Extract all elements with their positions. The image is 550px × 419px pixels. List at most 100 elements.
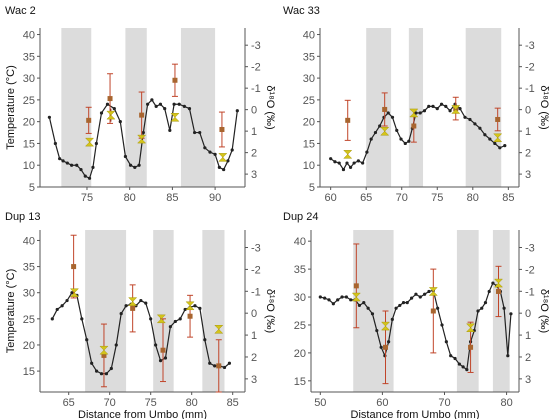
temperature-point: [163, 356, 168, 360]
temperature-point: [345, 161, 349, 165]
y-tick-label: 40: [294, 236, 306, 248]
temperature-point: [90, 361, 94, 365]
temperature-point: [187, 106, 192, 111]
temperature-point: [154, 343, 158, 347]
temperature-point: [61, 159, 65, 163]
temperature-point: [331, 302, 335, 306]
temperature-point: [150, 98, 154, 102]
y2-tick-label: 3: [525, 374, 531, 386]
temperature-point: [168, 128, 172, 132]
clumped-point: [107, 96, 113, 102]
y-tick-label: 35: [294, 264, 306, 276]
oxygen-point: [99, 345, 109, 355]
clumped-point: [495, 116, 501, 122]
temperature-point: [83, 174, 87, 178]
temperature-point: [213, 152, 217, 156]
temperature-point: [123, 154, 128, 159]
y-tick-label: 10: [303, 160, 315, 172]
shaded-band: [492, 230, 510, 392]
temperature-point: [370, 312, 375, 316]
panel-1: 5 10 15 20 25 30 35 40 -3 -2 -1 0 1 2 3 60 65 70 75 80 85 Wac…: [283, 5, 550, 204]
temperature-point: [139, 298, 143, 303]
y2-tick-label: -1: [251, 83, 261, 95]
temperature-point: [357, 303, 362, 308]
temperature-point: [390, 115, 395, 119]
temperature-point: [137, 163, 141, 167]
oxygen-point: [69, 288, 80, 297]
y2-tick-label: -3: [251, 243, 261, 255]
temperature-point: [226, 159, 230, 163]
temperature-point: [198, 130, 202, 135]
temperature-point: [458, 106, 462, 111]
temperature-point: [58, 157, 62, 161]
oxygen-point: [351, 292, 361, 302]
x-tick-label: 75: [145, 397, 157, 409]
y-tick-label: 15: [294, 376, 306, 388]
x-tick-label: 80: [467, 192, 479, 204]
y2-tick-label: -3: [525, 243, 535, 255]
temperature-point: [378, 124, 382, 128]
temperature-point: [394, 306, 398, 310]
temperature-point: [366, 306, 370, 310]
temperature-point: [208, 150, 212, 154]
temperature-point: [362, 301, 366, 305]
temperature-point: [112, 106, 116, 111]
temperature-point: [476, 309, 480, 313]
temperature-point: [318, 295, 322, 299]
temperature-point: [373, 130, 378, 135]
y2-tick-label: 0: [251, 308, 257, 320]
temperature-point: [91, 165, 95, 169]
temperature-point: [203, 146, 207, 150]
clumped-point: [160, 347, 166, 353]
y2-tick-label: 0: [525, 308, 531, 320]
temperature-point: [133, 165, 137, 169]
temperature-point: [440, 323, 444, 327]
y-axis-label: Temperature (°C): [5, 269, 17, 353]
temperature-point: [65, 161, 69, 165]
temperature-point: [344, 295, 348, 299]
oxygen-point: [380, 321, 391, 331]
temperature-point: [163, 106, 167, 111]
temperature-point: [327, 298, 331, 302]
temperature-point: [405, 301, 409, 305]
temperature-point: [119, 312, 123, 316]
y-tick-label: 40: [303, 30, 315, 42]
x-tick-label: 80: [186, 397, 198, 409]
temperature-point: [473, 122, 477, 126]
temperature-point: [227, 361, 232, 365]
temperature-point: [399, 137, 403, 141]
oxygen-point: [170, 113, 180, 122]
temperature-point: [352, 161, 356, 165]
clumped-point: [468, 344, 474, 350]
y2-tick-label: 3: [251, 169, 257, 181]
shaded-band: [456, 230, 479, 392]
temperature-point: [349, 298, 353, 302]
temperature-point: [444, 104, 448, 109]
temperature-point: [414, 111, 418, 115]
temperature-point: [403, 141, 407, 146]
temperature-point: [235, 109, 239, 113]
y-tick-label: 30: [23, 288, 35, 300]
temperature-point: [222, 167, 226, 172]
temperature-point: [348, 165, 353, 169]
temperature-point: [449, 354, 453, 358]
panel-title: Wac 33: [283, 5, 320, 17]
y-tick-label: 25: [303, 95, 315, 107]
x-tick-label: 85: [227, 397, 239, 409]
temperature-point: [80, 317, 84, 321]
y2-tick-label: 3: [525, 169, 531, 181]
temperature-point: [55, 307, 59, 312]
x-tick-label: 60: [376, 397, 388, 409]
clumped-point: [383, 344, 389, 350]
temperature-point: [480, 306, 484, 310]
temperature-point: [435, 106, 439, 111]
x-tick-label: 70: [396, 192, 408, 204]
temperature-point: [457, 362, 461, 366]
oxygen-point: [128, 297, 138, 306]
temperature-point: [193, 130, 197, 135]
temperature-point: [124, 304, 128, 308]
clumped-point: [382, 106, 388, 112]
y-tick-label: 10: [23, 160, 35, 172]
oxygen-point: [137, 134, 147, 144]
